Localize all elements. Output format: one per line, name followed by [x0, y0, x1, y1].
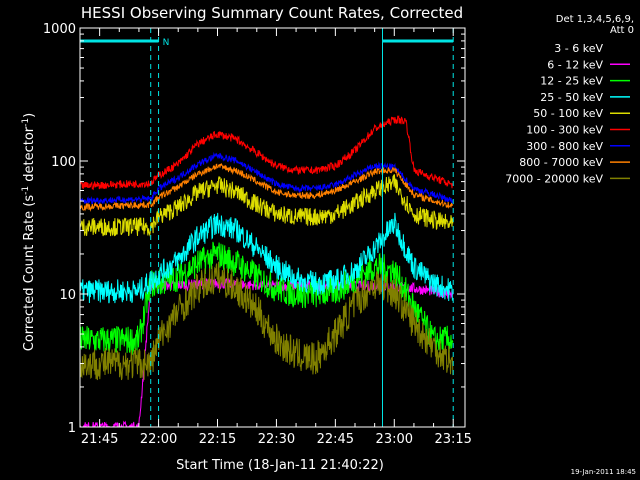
x-tick-label: 23:15 — [434, 432, 471, 447]
night-marker-label: N — [163, 38, 170, 48]
x-tick-label: 22:15 — [199, 432, 236, 447]
series-line-100-300-kev — [80, 114, 454, 191]
y-tick-label: 100 — [51, 155, 76, 170]
legend-label: 50 - 100 keV — [533, 107, 603, 120]
legend-header: Det 1,3,4,5,6,9,Att 0 — [556, 14, 634, 36]
y-axis-label-part: ) — [22, 113, 37, 118]
plot-frame — [79, 27, 466, 428]
y-tick-label: 1 — [68, 421, 76, 436]
x-tick-label: 23:00 — [376, 432, 413, 447]
chart-title: HESSI Observing Summary Count Rates, Cor… — [81, 4, 463, 22]
y-axis-label-part: -1 — [21, 186, 31, 195]
legend-label: 100 - 300 keV — [526, 124, 603, 137]
series-line-25-50-kev — [80, 212, 454, 304]
legend-label: 800 - 7000 keV — [519, 156, 603, 169]
legend: 3 - 6 keV 6 - 12 keV 12 - 25 keV 25 - 50 ke… — [505, 42, 630, 185]
legend-header-line: Det 1,3,4,5,6,9, — [556, 14, 634, 25]
series-line-800-7000-kev — [80, 163, 454, 212]
series-line-300-800-kev — [80, 151, 454, 206]
plot-area — [80, 28, 454, 427]
series-line-7000-20000-kev — [80, 261, 454, 381]
y-axis-label-part: Corrected Count Rate (s — [22, 195, 37, 352]
x-tick-label: 22:00 — [140, 432, 177, 447]
y-tick-label: 10 — [59, 288, 76, 303]
series-line-50-100-kev — [80, 174, 454, 237]
x-axis-label: Start Time (18-Jan-11 21:40:22) — [176, 458, 384, 473]
y-axis-label-part: detector — [22, 126, 37, 186]
x-tick-label: 22:30 — [258, 432, 295, 447]
y-tick-label: 1000 — [43, 22, 76, 37]
y-axis-label: Corrected Count Rate (s-1 detector-1) — [21, 113, 37, 351]
series-line-12-25-kev — [80, 241, 454, 355]
legend-label: 3 - 6 keV — [554, 42, 603, 55]
legend-label: 7000 - 20000 keV — [505, 172, 603, 185]
axes: 1 10 100 1000 21:45 22:00 22:15 22:30 22:45 23:00… — [43, 22, 472, 447]
legend-label: 25 - 50 keV — [540, 91, 603, 104]
x-tick-label: 21:45 — [81, 432, 118, 447]
y-axis-label-part: -1 — [21, 118, 31, 127]
x-tick-label: 22:45 — [317, 432, 354, 447]
legend-label: 300 - 800 keV — [526, 140, 603, 153]
legend-header-line: Att 0 — [610, 25, 634, 36]
series-line-3-6-kev — [80, 297, 454, 427]
footer-timestamp: 19-Jan-2011 18:45 — [571, 468, 636, 476]
legend-label: 12 - 25 keV — [540, 75, 603, 88]
legend-label: 6 - 12 keV — [547, 58, 603, 71]
